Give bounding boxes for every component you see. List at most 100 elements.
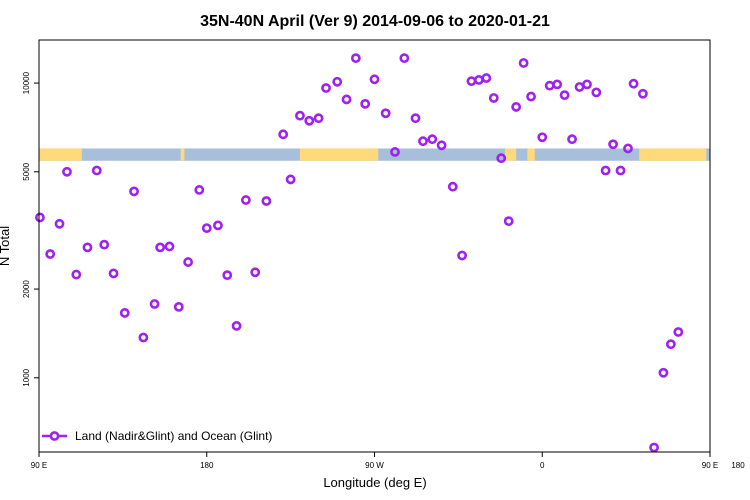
data-point — [511, 102, 522, 112]
x-tick-label: 180 — [731, 461, 745, 470]
data-point — [54, 218, 65, 229]
data-point — [427, 134, 438, 145]
data-point — [473, 75, 484, 85]
data-point — [35, 212, 45, 223]
data-points — [35, 53, 684, 453]
data-point — [119, 308, 130, 318]
data-point — [658, 367, 669, 378]
data-point — [45, 249, 56, 259]
data-point — [332, 76, 343, 87]
data-point — [155, 242, 166, 253]
y-tick-label: 10000 — [22, 71, 31, 94]
data-point — [164, 241, 175, 252]
data-point — [457, 250, 468, 261]
data-point — [91, 165, 102, 176]
land-segment — [639, 148, 707, 161]
x-tick-label: 90 E — [702, 461, 718, 470]
data-point — [600, 165, 611, 176]
data-point — [649, 442, 659, 453]
land-segment — [527, 148, 535, 161]
data-point — [582, 79, 592, 90]
data-point — [526, 91, 536, 102]
data-point — [222, 270, 233, 281]
data-point — [665, 339, 676, 350]
data-point — [304, 115, 315, 126]
data-point — [183, 257, 194, 267]
data-point — [503, 216, 514, 227]
data-point — [173, 301, 184, 312]
land-segment — [180, 148, 185, 161]
x-tick-label: 90 W — [365, 461, 384, 470]
data-point — [295, 110, 305, 121]
data-point — [488, 93, 499, 103]
data-point — [615, 165, 626, 176]
data-point — [213, 220, 223, 231]
data-point — [628, 78, 639, 89]
x-axis-label: Longitude (deg E) — [323, 475, 426, 490]
data-point — [567, 134, 577, 145]
data-point — [231, 320, 242, 331]
data-point — [360, 98, 371, 109]
data-point — [544, 80, 555, 91]
data-point — [201, 223, 212, 234]
data-point — [399, 53, 410, 64]
x-tick-label: 180 — [200, 461, 214, 470]
data-point — [278, 129, 289, 140]
data-point — [410, 113, 421, 124]
data-point — [608, 139, 618, 150]
data-point — [194, 185, 205, 195]
chart-title: 35N-40N April (Ver 9) 2014-09-06 to 2020… — [200, 13, 550, 30]
data-point — [518, 58, 529, 68]
land-segment — [299, 148, 379, 161]
data-point — [673, 327, 684, 337]
data-point — [481, 73, 492, 83]
y-axis-label: N Total — [0, 226, 12, 266]
data-point — [71, 269, 82, 280]
y-tick-label: 2000 — [22, 280, 31, 298]
data-point — [466, 76, 477, 87]
land-segment — [39, 148, 82, 161]
data-point — [537, 132, 548, 143]
data-point — [240, 195, 251, 205]
x-tick-label: 0 — [540, 461, 545, 470]
data-point — [149, 299, 160, 309]
data-point — [250, 267, 261, 278]
data-point — [62, 166, 72, 177]
legend: Land (Nadir&Glint) and Ocean (Glint) — [42, 429, 272, 443]
data-point — [623, 143, 633, 154]
data-point — [559, 90, 570, 101]
data-point — [552, 79, 563, 90]
data-point — [574, 82, 585, 92]
y-axis: 1000 2000 5000 10000 — [22, 71, 39, 387]
legend-label: Land (Nadir&Glint) and Ocean (Glint) — [75, 429, 272, 443]
x-tick-label: 90 E — [31, 461, 47, 470]
data-point — [99, 239, 110, 250]
data-point — [591, 87, 602, 98]
land-segment — [504, 148, 517, 161]
data-point — [82, 242, 93, 253]
y-tick-label: 1000 — [22, 368, 31, 386]
land-ocean-band — [39, 148, 710, 161]
data-point — [638, 88, 648, 99]
y-tick-label: 5000 — [22, 162, 31, 180]
data-point — [261, 196, 272, 206]
data-point — [129, 186, 139, 197]
data-point — [350, 53, 361, 64]
data-point — [496, 153, 507, 164]
legend-marker — [49, 431, 60, 441]
data-point — [390, 147, 400, 157]
data-point — [418, 136, 428, 147]
data-point — [321, 83, 331, 93]
data-point — [447, 181, 458, 192]
plot-frame — [38, 39, 711, 453]
data-point — [380, 108, 391, 119]
data-point — [108, 268, 119, 279]
data-point — [313, 113, 324, 124]
x-axis: 90 E 180 90 W 0 90 E 180 — [31, 452, 745, 470]
data-point — [436, 140, 447, 151]
data-point — [341, 94, 352, 105]
data-point — [138, 332, 149, 343]
data-point — [369, 74, 380, 85]
data-point — [285, 174, 296, 185]
